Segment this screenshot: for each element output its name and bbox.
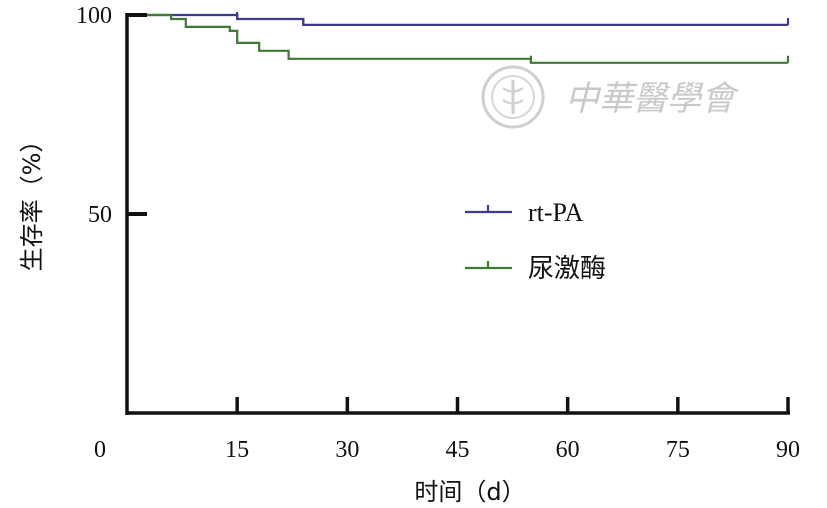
- x-tick-label: 15: [225, 437, 249, 463]
- series-line-0: [127, 13, 788, 26]
- x-tick-label: 0: [94, 437, 106, 463]
- legend: rt-PA 尿激酶: [465, 198, 606, 283]
- x-tick-label: 30: [335, 437, 359, 463]
- watermark-text: 中華醫學會: [565, 79, 740, 119]
- x-tick-label: 90: [776, 437, 800, 463]
- legend-label-0: rt-PA: [528, 198, 584, 227]
- tick-labels: 0 15 30 45 60 75 90 50 100: [76, 3, 800, 463]
- x-tick-label: 45: [446, 437, 470, 463]
- series-line-1: [127, 13, 788, 64]
- legend-label-1: 尿激酶: [528, 254, 606, 283]
- x-tick-label: 60: [556, 437, 580, 463]
- medical-association-emblem-icon: [481, 65, 545, 129]
- y-tick-label: 100: [76, 3, 112, 29]
- plot-area: [127, 11, 790, 64]
- watermark: 中華醫學會: [481, 65, 740, 129]
- y-axis-title: 生存率（%）: [18, 129, 46, 272]
- y-tick-label: 50: [88, 202, 112, 228]
- x-tick-label: 75: [666, 437, 690, 463]
- x-axis-title: 时间（d）: [414, 478, 525, 506]
- axes: [125, 13, 790, 415]
